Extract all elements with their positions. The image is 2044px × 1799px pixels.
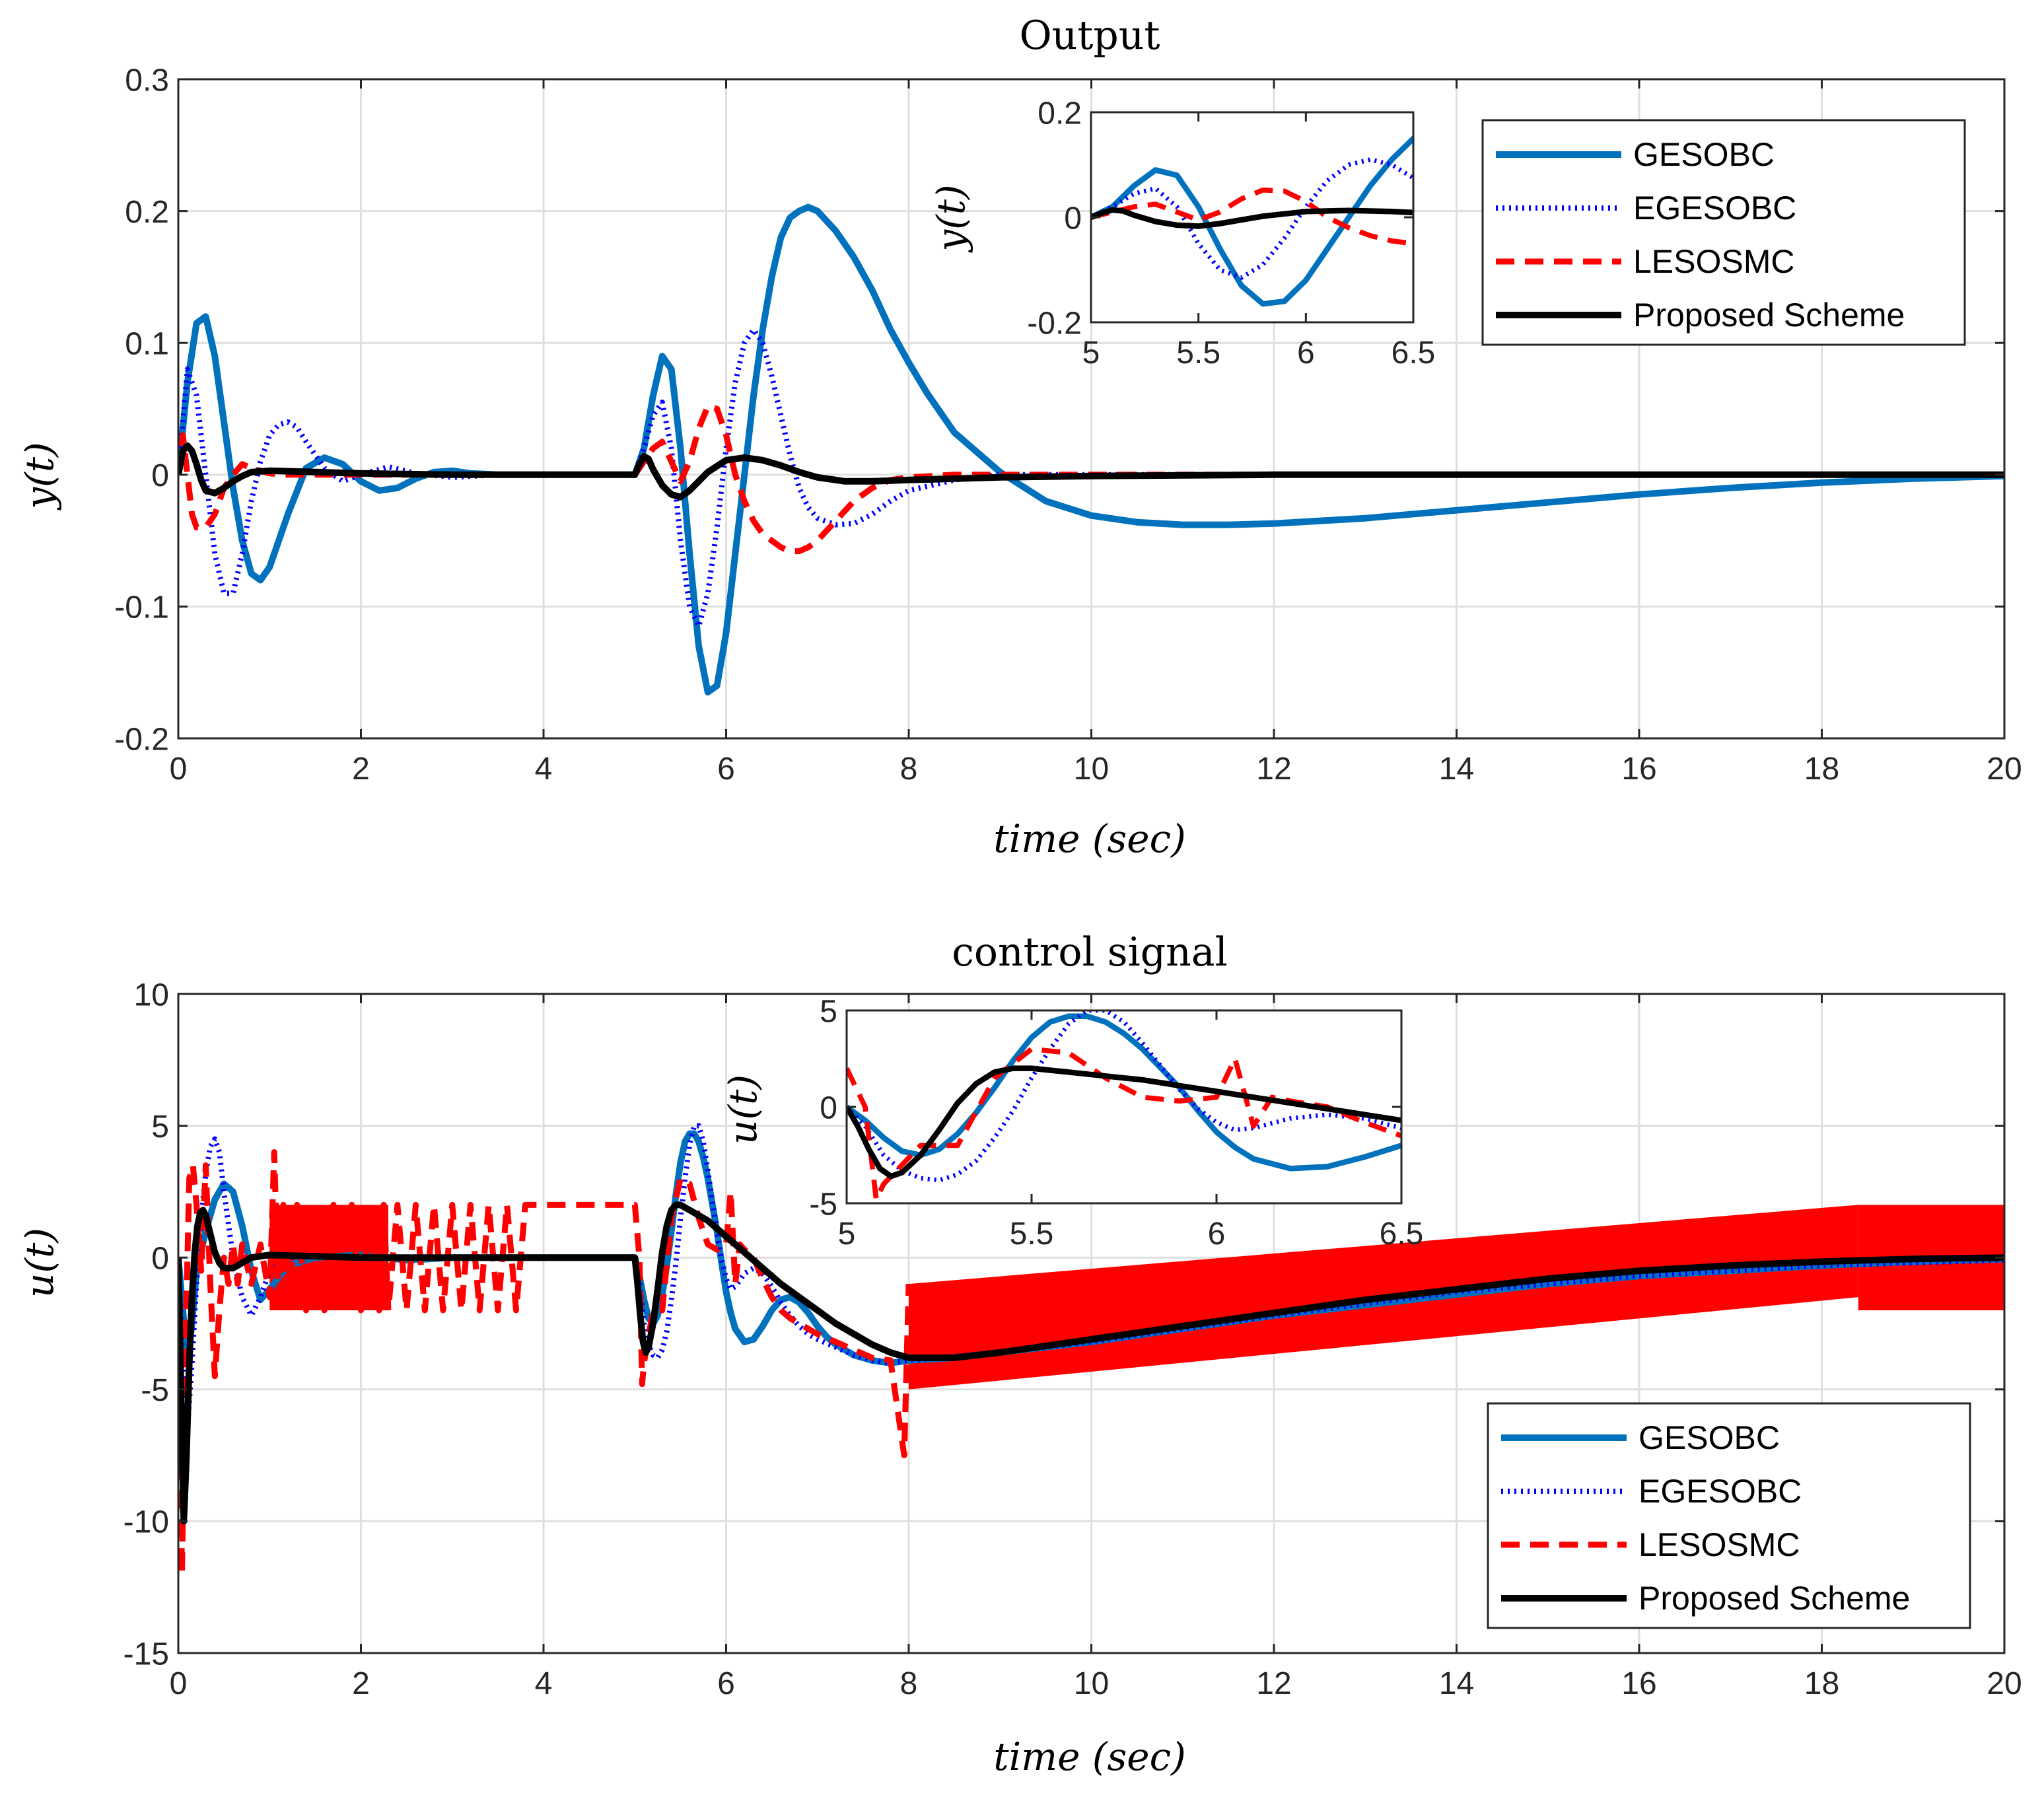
control-inset: 5 5.5 6 6.5 -5 0 5 u(t) <box>721 994 1424 1252</box>
control-series-egesobc <box>178 1123 2004 1432</box>
control-xtick-label: 20 <box>1987 1666 2022 1701</box>
control-xtick-label: 18 <box>1804 1666 1839 1701</box>
output-xtick-label: 16 <box>1621 752 1656 787</box>
output-series-gesobc <box>178 203 2004 696</box>
output-ytick-label: 0.1 <box>125 326 169 361</box>
output-series-lines <box>178 203 2004 696</box>
control-inset-series-egesobc <box>847 1010 1401 1183</box>
output-inset-xtick-label: 5 <box>1082 335 1100 370</box>
control-ytick-label: 0 <box>151 1241 169 1276</box>
output-xtick-label: 12 <box>1256 752 1291 787</box>
output-inset-ylabel: y(t) <box>929 184 973 253</box>
output-legend-label-egesobc: EGESOBC <box>1633 190 1796 227</box>
control-series-lines <box>178 1123 2004 1577</box>
control-ylabel: u(t) <box>17 1228 62 1298</box>
control-inset-ytick-label: 0 <box>820 1090 837 1125</box>
control-xtick-label: 12 <box>1256 1666 1291 1701</box>
control-ytick-label: 5 <box>151 1110 169 1145</box>
output-ytick-label: 0.3 <box>125 63 169 98</box>
control-ytick-label: -10 <box>123 1505 169 1540</box>
output-inset-series-gesobc <box>1091 135 1413 307</box>
control-xlabel: time (sec) <box>993 1734 1185 1779</box>
control-xtick-label: 14 <box>1439 1666 1474 1701</box>
output-xtick-label: 4 <box>535 752 553 787</box>
control-inset-ylabel: u(t) <box>721 1075 765 1145</box>
output-xtick-label: 20 <box>1987 752 2022 787</box>
output-xtick-label: 6 <box>717 752 735 787</box>
output-xtick-label: 10 <box>1074 752 1109 787</box>
control-legend[interactable]: GESOBC EGESOBC LESOSMC Proposed Scheme <box>1487 1402 1971 1629</box>
control-ytick-label: -5 <box>141 1373 169 1408</box>
control-xtick-label: 8 <box>900 1666 918 1701</box>
control-inset-xtick-label: 6 <box>1208 1217 1226 1252</box>
output-chart: 0 2 4 6 8 10 12 14 16 18 20 -0.2 -0.1 0 0.1 0.2 0.3 Outp… <box>17 13 2022 861</box>
control-inset-xtick-label: 5 <box>838 1217 856 1252</box>
output-inset-ytick-label: 0 <box>1064 201 1082 236</box>
control-ticks: 0 2 4 6 8 10 12 14 16 18 20 -15 -10 -5 0 5 10 <box>123 977 2022 1701</box>
output-ytick-label: 0.2 <box>125 195 169 230</box>
output-series-proposed-scheme <box>178 442 2004 501</box>
output-title: Output <box>1019 13 1160 59</box>
output-legend-label-gesobc: GESOBC <box>1633 136 1775 173</box>
control-xtick-label: 6 <box>717 1666 735 1701</box>
output-inset-xtick-label: 6.5 <box>1392 335 1436 370</box>
control-inset-ytick-label: -5 <box>809 1187 837 1222</box>
control-xtick-label: 10 <box>1074 1666 1109 1701</box>
control-ytick-label: 10 <box>134 977 169 1012</box>
control-inset-xtick-label: 5.5 <box>1010 1217 1054 1252</box>
output-legend[interactable]: GESOBC EGESOBC LESOSMC Proposed Scheme <box>1481 119 1966 346</box>
output-xtick-label: 14 <box>1439 752 1474 787</box>
output-xlabel: time (sec) <box>993 816 1185 861</box>
output-xtick-label: 0 <box>170 752 188 787</box>
output-legend-label-lesosmc: LESOSMC <box>1633 243 1795 280</box>
control-inset-series-proposed-scheme <box>847 1065 1401 1180</box>
control-legend-label-gesobc: GESOBC <box>1639 1419 1780 1456</box>
control-series-proposed-scheme <box>178 1201 2004 1525</box>
control-signal-chart: 0 2 4 6 8 10 12 14 16 18 20 -15 -10 -5 0 5 10 control si… <box>17 929 2022 1779</box>
control-inset-series-lesosmc <box>847 1046 1401 1203</box>
control-legend-label-egesobc: EGESOBC <box>1639 1473 1802 1510</box>
output-ticks: 0 2 4 6 8 10 12 14 16 18 20 -0.2 -0.1 0 0.1 0.2 0.3 <box>114 63 2022 787</box>
control-inset-ytick-label: 5 <box>820 994 837 1029</box>
output-inset-xtick-label: 6 <box>1297 335 1315 370</box>
output-inset-ytick-label: -0.2 <box>1027 306 1082 341</box>
control-xtick-label: 2 <box>352 1666 370 1701</box>
control-xtick-label: 16 <box>1621 1666 1656 1701</box>
control-inset-series-gesobc <box>847 1013 1401 1172</box>
output-legend-label-proposed-scheme: Proposed Scheme <box>1633 297 1905 334</box>
control-legend-label-proposed-scheme: Proposed Scheme <box>1639 1580 1910 1617</box>
control-inset-xtick-label: 6.5 <box>1380 1217 1424 1252</box>
output-ytick-label: -0.2 <box>114 722 169 757</box>
output-xtick-label: 8 <box>900 752 918 787</box>
control-xtick-label: 4 <box>535 1666 553 1701</box>
output-inset: 5 5.5 6 6.5 -0.2 0 0.2 y(t) <box>929 96 1436 370</box>
output-xtick-label: 18 <box>1804 752 1839 787</box>
output-inset-series-egesobc <box>1091 157 1413 280</box>
output-inset-ytick-label: 0.2 <box>1038 96 1082 131</box>
control-ytick-label: -15 <box>123 1637 169 1672</box>
control-xtick-label: 0 <box>170 1666 188 1701</box>
output-ytick-label: 0 <box>151 458 169 493</box>
output-inset-series-lesosmc <box>1091 187 1413 246</box>
output-xtick-label: 2 <box>352 752 370 787</box>
control-legend-label-lesosmc: LESOSMC <box>1639 1526 1800 1563</box>
control-title: control signal <box>952 929 1228 975</box>
output-series-egesobc <box>178 327 2004 629</box>
output-ylabel: y(t) <box>17 442 62 511</box>
output-inset-series-proposed-scheme <box>1091 207 1413 229</box>
output-ytick-label: -0.1 <box>114 590 169 625</box>
output-inset-xtick-label: 5.5 <box>1176 335 1220 370</box>
